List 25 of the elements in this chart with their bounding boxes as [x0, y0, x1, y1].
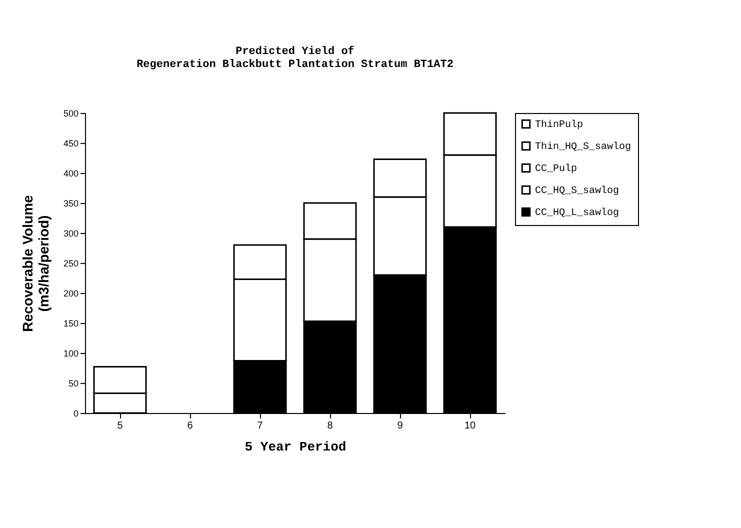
y-tick-label: 400: [63, 168, 78, 178]
x-tick-label: 10: [464, 420, 476, 432]
x-tick-label: 6: [187, 420, 194, 432]
legend-label: CC_HQ_L_sawlog: [535, 207, 620, 219]
x-tick-label: 7: [257, 420, 264, 432]
y-tick-label: 350: [63, 198, 78, 208]
y-tick-label: 150: [63, 318, 78, 328]
legend-label: Thin_HQ_S_sawlog: [535, 141, 632, 153]
x-tick-label: 5: [117, 420, 124, 432]
x-tick-label: 9: [397, 420, 404, 432]
y-tick-label: 50: [68, 378, 78, 388]
chart-title: Predicted Yield of Regeneration Blackbutt Plantation Stratum BT1AT2: [136, 45, 454, 71]
y-axis-title: Recoverable Volume (m3/ha/period): [19, 194, 52, 332]
y-tick-label: 300: [63, 228, 78, 238]
y-tick-label: 450: [63, 138, 78, 148]
legend-label: CC_Pulp: [535, 163, 578, 175]
y-tick-label: 250: [63, 258, 78, 268]
x-axis-title: 5 Year Period: [244, 440, 346, 454]
y-tick-label: 200: [63, 288, 78, 298]
y-tick-label: 500: [63, 108, 78, 118]
legend-label: ThinPulp: [535, 119, 584, 131]
legend-label: CC_HQ_S_sawlog: [535, 185, 620, 197]
x-tick-label: 8: [327, 420, 334, 432]
y-tick-label: 100: [63, 348, 78, 358]
y-tick-label: 0: [73, 408, 78, 418]
